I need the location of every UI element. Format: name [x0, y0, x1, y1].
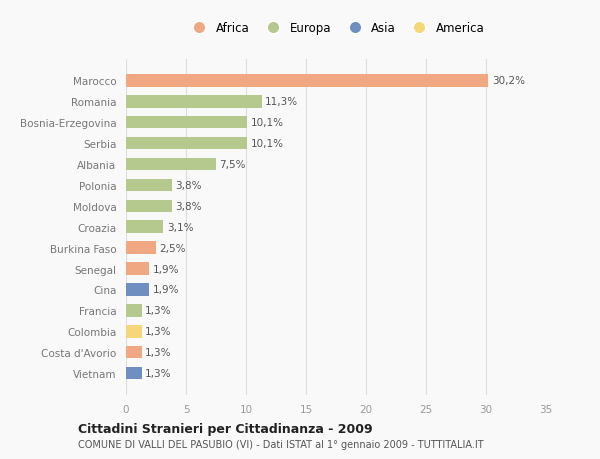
Text: COMUNE DI VALLI DEL PASUBIO (VI) - Dati ISTAT al 1° gennaio 2009 - TUTTITALIA.IT: COMUNE DI VALLI DEL PASUBIO (VI) - Dati … — [78, 440, 484, 449]
Text: 1,9%: 1,9% — [152, 264, 179, 274]
Bar — [126, 158, 216, 171]
Text: 7,5%: 7,5% — [220, 160, 246, 170]
Bar — [126, 117, 247, 129]
Bar — [126, 367, 142, 380]
Legend: Africa, Europa, Asia, America: Africa, Europa, Asia, America — [187, 22, 485, 35]
Text: 11,3%: 11,3% — [265, 97, 298, 107]
Text: 10,1%: 10,1% — [251, 118, 284, 128]
Text: 1,9%: 1,9% — [152, 285, 179, 295]
Text: 1,3%: 1,3% — [145, 347, 172, 358]
Text: 3,1%: 3,1% — [167, 222, 193, 232]
Bar — [126, 75, 488, 87]
Bar — [126, 325, 142, 338]
Text: 30,2%: 30,2% — [492, 76, 525, 86]
Bar — [126, 138, 247, 150]
Text: 1,3%: 1,3% — [145, 326, 172, 336]
Text: 3,8%: 3,8% — [175, 202, 202, 211]
Text: 1,3%: 1,3% — [145, 306, 172, 316]
Bar — [126, 346, 142, 358]
Text: 3,8%: 3,8% — [175, 180, 202, 190]
Bar — [126, 96, 262, 108]
Bar — [126, 221, 163, 234]
Text: Cittadini Stranieri per Cittadinanza - 2009: Cittadini Stranieri per Cittadinanza - 2… — [78, 422, 373, 436]
Bar — [126, 179, 172, 192]
Text: 10,1%: 10,1% — [251, 139, 284, 149]
Bar — [126, 200, 172, 213]
Bar — [126, 284, 149, 296]
Text: 2,5%: 2,5% — [160, 243, 186, 253]
Bar — [126, 304, 142, 317]
Text: 1,3%: 1,3% — [145, 368, 172, 378]
Bar — [126, 242, 156, 254]
Bar — [126, 263, 149, 275]
